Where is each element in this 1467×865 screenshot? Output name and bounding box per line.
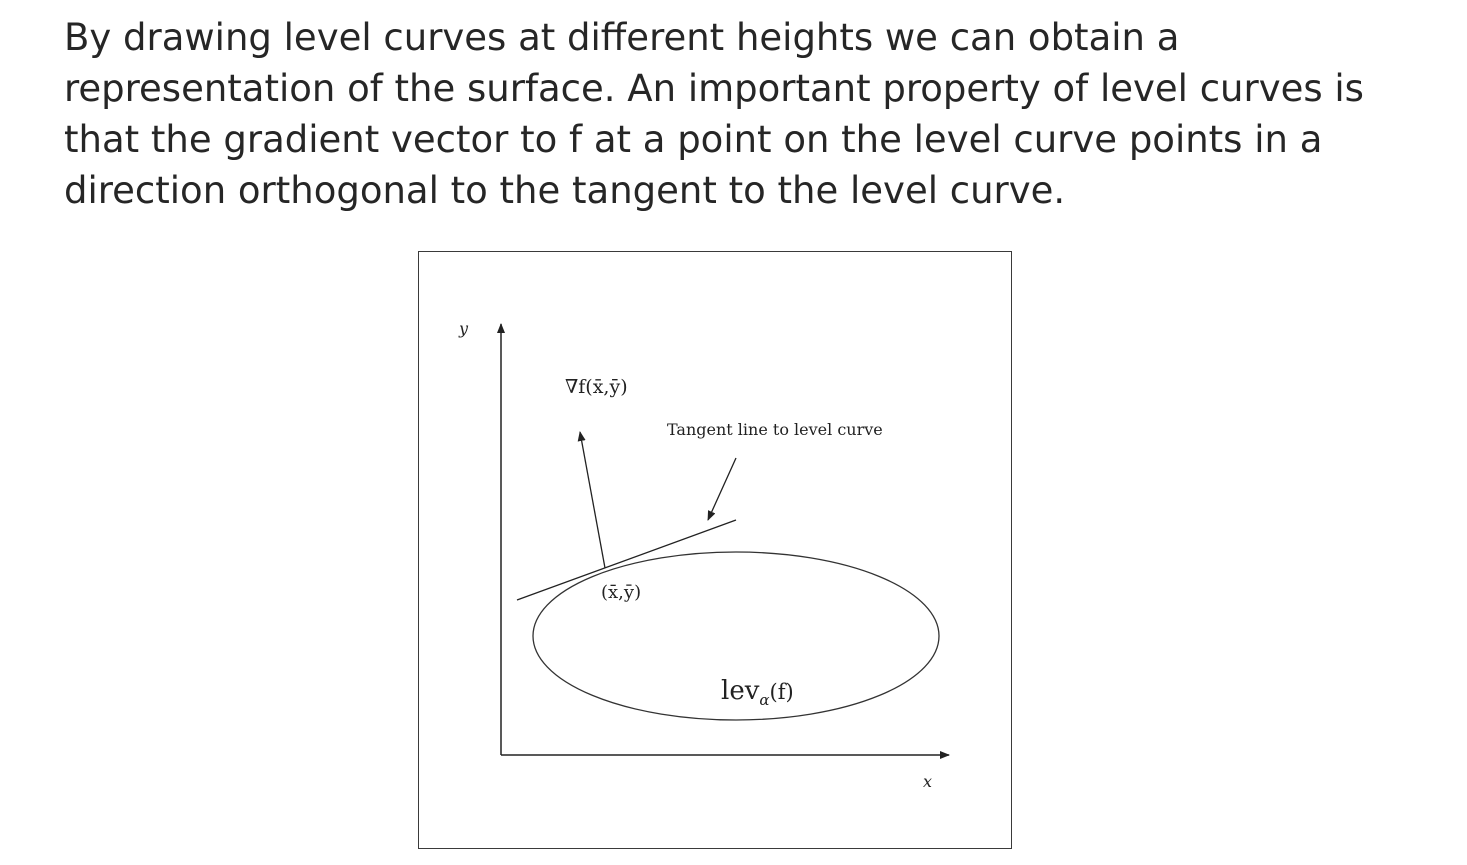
- paragraph: By drawing level curves at different hei…: [64, 12, 1444, 216]
- level-curve-figure: y x ∇f(x̄,ȳ) Tangent line to level curve…: [418, 251, 1012, 849]
- paragraph-line-3: that the gradient vector to f at a point…: [64, 118, 1323, 161]
- paragraph-line-2: representation of the surface. An import…: [64, 67, 1364, 110]
- gradient-label: ∇f(x̄,ȳ): [565, 376, 628, 398]
- level-set-label-arg: (f): [770, 680, 794, 704]
- level-set-label: levα(f): [721, 676, 794, 709]
- diagram-canvas: y x ∇f(x̄,ȳ) Tangent line to level curve…: [458, 319, 950, 791]
- level-curve-ellipse: [532, 551, 940, 721]
- paragraph-line-1: By drawing level curves at different hei…: [64, 16, 1180, 59]
- tangent-pointer-arrow: [707, 457, 737, 521]
- level-set-label-sub: α: [759, 691, 769, 709]
- level-set-label-main: lev: [721, 676, 760, 706]
- tangent-line: [516, 519, 737, 601]
- point-label: (x̄,ȳ): [601, 582, 641, 603]
- paragraph-line-4: direction orthogonal to the tangent to t…: [64, 169, 1066, 212]
- x-axis-label: x: [923, 772, 932, 791]
- tangent-label: Tangent line to level curve: [667, 420, 883, 439]
- y-axis-label: y: [458, 319, 469, 338]
- gradient-vector: [577, 431, 606, 569]
